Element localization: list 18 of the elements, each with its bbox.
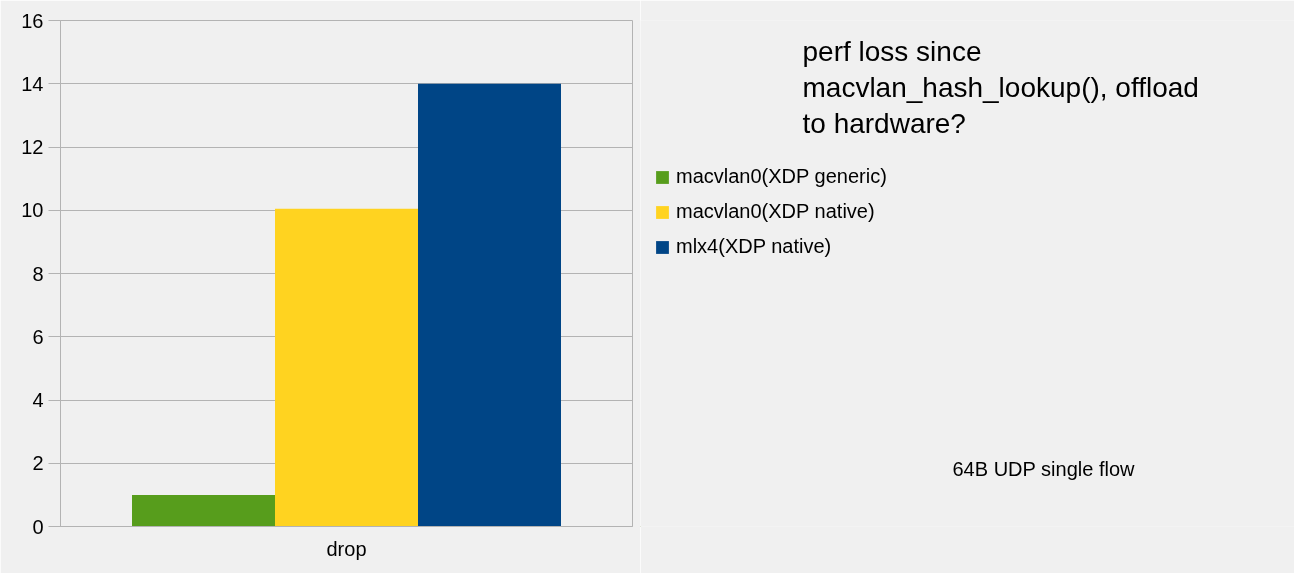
y-tick-label: 0	[32, 515, 44, 538]
bar	[418, 83, 561, 527]
x-tick-label: drop	[326, 537, 367, 560]
y-tick-label: 4	[32, 389, 44, 411]
text: 64B UDP single flow	[952, 458, 1135, 481]
text: perf loss since macvlan_hash_lookup(), offload to hardware?	[802, 36, 1199, 139]
y-tick-label: 8	[32, 262, 44, 285]
legend-label: macvlan0(XDP native)	[676, 200, 875, 223]
y-tick-label: 16	[21, 9, 44, 32]
y-tick-label: 10	[21, 199, 44, 222]
legend-label: mlx4(XDP native)	[676, 235, 832, 258]
y-tick-label: 14	[21, 72, 44, 95]
bar	[132, 494, 275, 527]
y-tick-label: 6	[32, 325, 44, 348]
y-tick-label: 2	[32, 452, 44, 475]
legend-label: macvlan0(XDP generic)	[676, 165, 887, 188]
bar	[275, 208, 418, 527]
y-tick-label: 12	[21, 136, 44, 158]
